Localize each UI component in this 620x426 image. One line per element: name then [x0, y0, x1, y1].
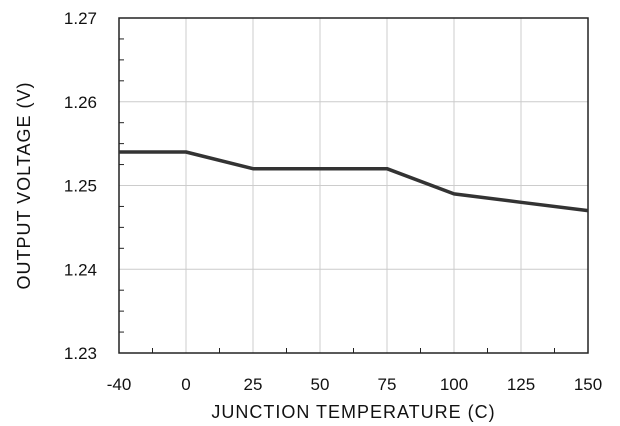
x-axis-label: JUNCTION TEMPERATURE (C): [211, 402, 495, 422]
x-tick-label: 25: [244, 375, 263, 394]
y-tick-label: 1.23: [64, 344, 97, 363]
y-tick-label: 1.24: [64, 260, 97, 279]
x-tick-label: 50: [311, 375, 330, 394]
y-tick-label: 1.26: [64, 93, 97, 112]
y-tick-labels: 1.23 1.24 1.25 1.26 1.27: [64, 9, 97, 363]
x-tick-label: 125: [507, 375, 535, 394]
x-tick-label: 100: [440, 375, 468, 394]
x-tick-label: 75: [378, 375, 397, 394]
y-axis-label: OUTPUT VOLTAGE (V): [14, 81, 34, 289]
series-group: [119, 150, 589, 213]
y-tick-label: 1.27: [64, 9, 97, 28]
series-line: [119, 150, 589, 213]
x-tick-label: -40: [107, 375, 132, 394]
minor-ticks: [119, 38, 555, 353]
grid: [119, 18, 588, 353]
x-tick-label: 0: [181, 375, 190, 394]
y-tick-label: 1.25: [64, 177, 97, 196]
x-tick-label: 150: [574, 375, 602, 394]
x-tick-labels: -40 0 25 50 75 100 125 150: [107, 375, 602, 394]
